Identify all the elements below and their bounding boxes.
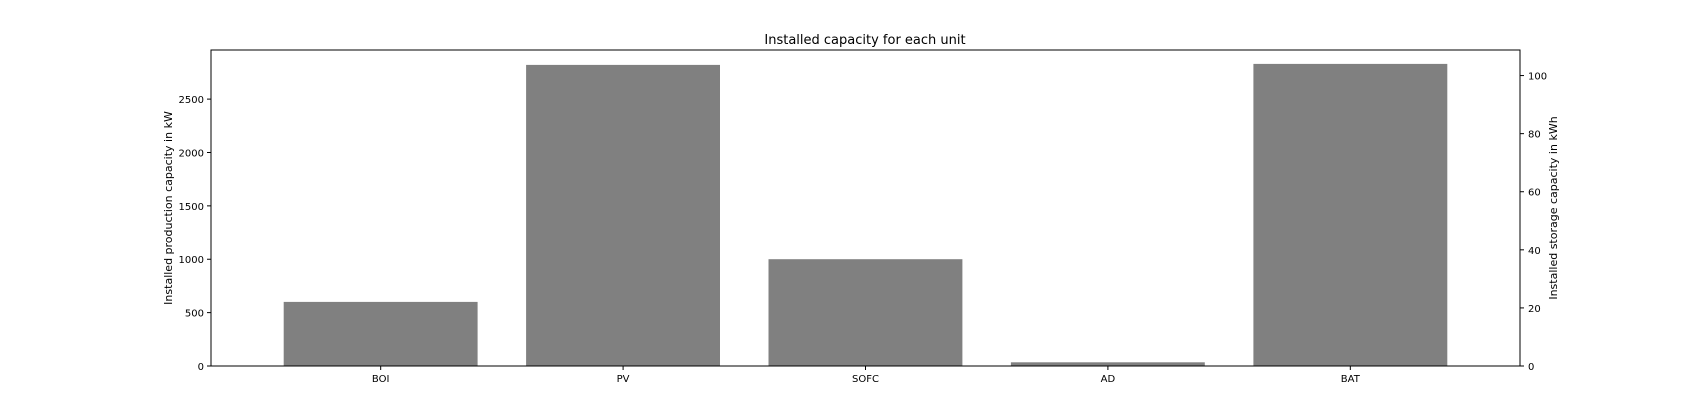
x-tick-label: SOFC <box>852 374 879 385</box>
left-axis-label: Installed production capacity in kW <box>162 111 175 305</box>
left-tick-label: 1500 <box>179 202 204 213</box>
x-tick-label: PV <box>617 374 630 385</box>
left-tick-label: 0 <box>198 362 204 373</box>
left-tick-label: 500 <box>185 309 204 320</box>
left-tick-label: 2000 <box>179 148 204 159</box>
right-axis: 0 20 40 60 80 100 <box>1520 72 1547 373</box>
bars <box>283 63 1448 367</box>
x-tick-label: BAT <box>1341 374 1361 385</box>
left-tick-label: 2500 <box>179 95 204 106</box>
left-axis: 0 500 1000 1500 2000 2500 <box>179 95 211 373</box>
right-axis-label: Installed storage capacity in kWh <box>1547 116 1560 299</box>
bar-pv <box>526 64 720 367</box>
right-tick-label: 60 <box>1528 188 1541 199</box>
left-tick-label: 1000 <box>179 255 204 266</box>
right-tick-label: 100 <box>1528 72 1547 83</box>
chart-title: Installed capacity for each unit <box>764 33 965 48</box>
bar-ad <box>1010 362 1205 366</box>
x-tick-label: AD <box>1101 374 1116 385</box>
bar-bat <box>1253 63 1448 367</box>
right-tick-label: 40 <box>1528 246 1541 257</box>
right-tick-label: 0 <box>1528 362 1534 373</box>
right-tick-label: 80 <box>1528 130 1541 141</box>
bar-sofc <box>768 259 963 366</box>
x-tick-label: BOI <box>372 374 390 385</box>
x-axis: BOI PV SOFC AD BAT <box>372 366 1361 385</box>
bar-boi <box>283 301 478 366</box>
right-tick-label: 20 <box>1528 304 1541 315</box>
